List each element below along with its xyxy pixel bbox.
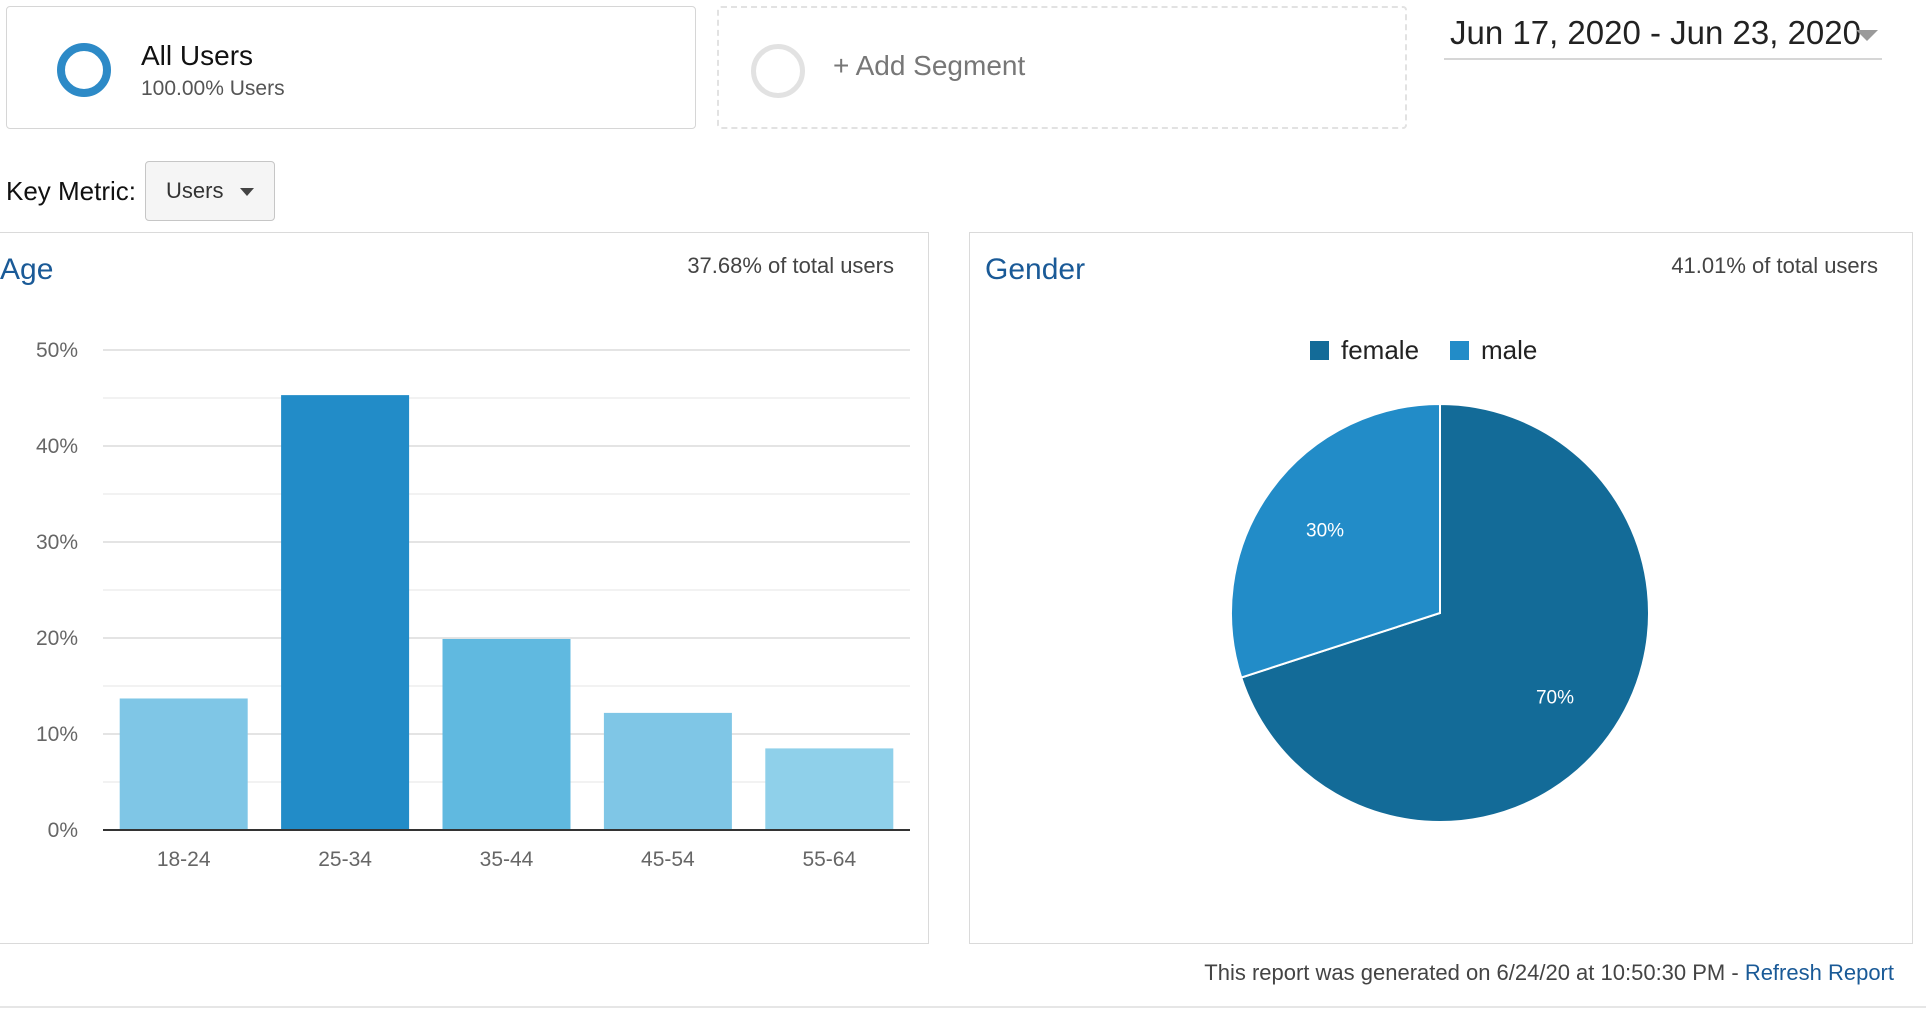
add-segment-button[interactable]: + Add Segment [717, 6, 1407, 129]
bottom-divider [0, 1006, 1926, 1008]
y-tick-label: 10% [36, 723, 78, 746]
segment-name: All Users [141, 40, 254, 71]
age-bar-55-64[interactable] [765, 748, 894, 830]
legend-swatch-male [1450, 341, 1469, 360]
gender-pie-chart: female male 70% 30% [1230, 335, 1650, 823]
refresh-report-link[interactable]: Refresh Report [1744, 960, 1894, 985]
age-share-of-total: 37.68% of total users [687, 253, 894, 278]
x-tick-label: 35-44 [480, 848, 534, 871]
date-range-picker[interactable]: Jun 17, 2020 - Jun 23, 2020 [1444, 10, 1882, 60]
key-metric-value: Users [166, 178, 224, 203]
age-bar-35-44[interactable] [442, 638, 571, 830]
y-tick-label: 20% [36, 627, 78, 650]
y-tick-label: 50% [36, 339, 78, 362]
key-metric-label: Key Metric: [6, 176, 137, 206]
age-title[interactable]: Age [0, 253, 54, 286]
legend-label-female[interactable]: female [1341, 335, 1419, 365]
chevron-down-icon [1856, 30, 1878, 41]
caret-down-icon [240, 188, 254, 196]
x-tick-label: 45-54 [641, 848, 695, 871]
segment-ring-icon [57, 43, 111, 97]
y-tick-label: 30% [36, 531, 78, 554]
age-bar-chart: 0% 10% 20% 30% 40% 50% 18-24 25-34 35-44 45-54 55-… [36, 339, 910, 871]
x-tick-label: 18-24 [157, 848, 211, 871]
segment-subtitle: 100.00% Users [141, 77, 285, 100]
pie-label-female: 70% [1536, 688, 1574, 709]
gender-panel: female male 70% 30% Gender 41.01% of total … [969, 232, 1913, 944]
age-bar-25-34[interactable] [281, 395, 410, 830]
x-tick-label: 55-64 [802, 848, 856, 871]
legend-label-male[interactable]: male [1481, 335, 1537, 365]
x-tick-label: 25-34 [318, 848, 372, 871]
pie-slice-female[interactable] [1239, 402, 1650, 823]
age-panel: 0% 10% 20% 30% 40% 50% 18-24 25-34 35-44 45-54 55-… [0, 232, 929, 944]
report-footer: This report was generated on 6/24/20 at … [1204, 960, 1894, 986]
add-segment-label: + Add Segment [833, 50, 1026, 81]
report-generated-text: This report was generated on 6/24/20 at … [1204, 960, 1745, 985]
gender-share-of-total: 41.01% of total users [1671, 253, 1878, 278]
y-tick-label: 0% [48, 819, 78, 842]
key-metric-dropdown[interactable]: Users [145, 161, 275, 221]
age-bar-45-54[interactable] [603, 712, 732, 830]
y-tick-label: 40% [36, 435, 78, 458]
gender-title[interactable]: Gender [985, 253, 1086, 286]
pie-label-male: 30% [1306, 520, 1344, 541]
date-range-text: Jun 17, 2020 - Jun 23, 2020 [1450, 14, 1861, 51]
all-users-segment[interactable]: All Users 100.00% Users [6, 6, 696, 129]
pie-slice-male[interactable] [1230, 402, 1441, 679]
legend-swatch-female [1310, 341, 1329, 360]
empty-segment-ring-icon [751, 44, 805, 98]
age-bar-18-24[interactable] [119, 698, 248, 830]
